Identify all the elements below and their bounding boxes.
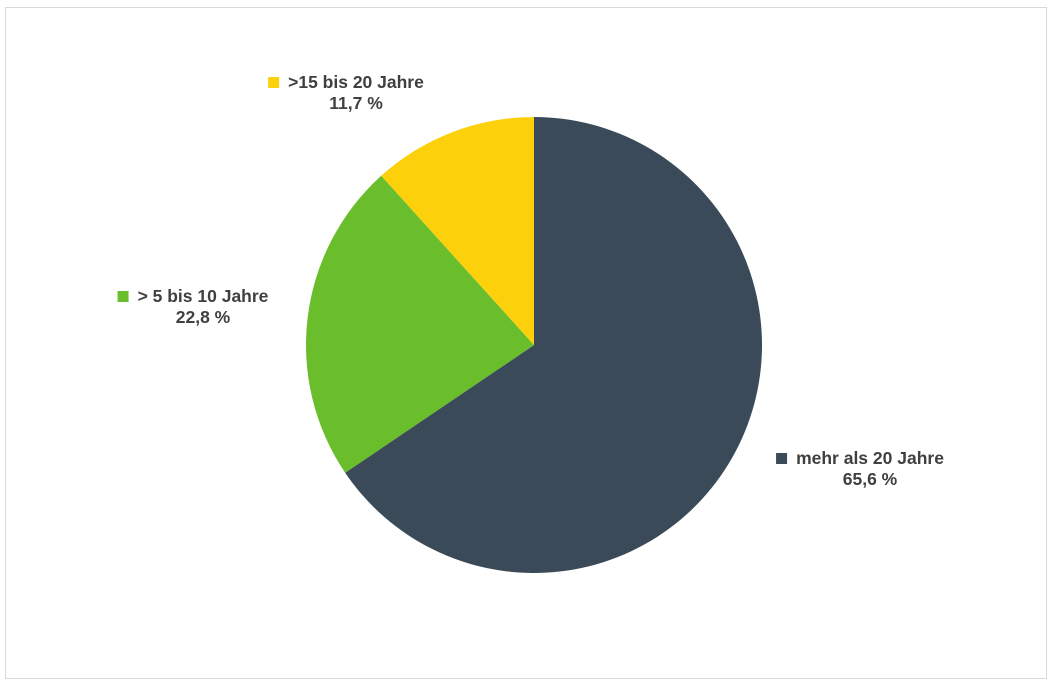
slice-marker-3 <box>268 77 280 88</box>
slice-value-label-2: 22,8 % <box>176 307 231 327</box>
slice-label-3: >15 bis 20 Jahre <box>288 72 424 92</box>
slice-label-1: mehr als 20 Jahre <box>796 448 944 468</box>
pie-slice-1 <box>345 117 763 573</box>
slice-value-label-3: 11,7 % <box>329 93 383 113</box>
slice-label-2: > 5 bis 10 Jahre <box>138 286 269 306</box>
slice-value-label-1: 65,6 % <box>843 469 898 489</box>
pie-slice-3 <box>381 117 534 345</box>
pie-slices <box>306 117 763 573</box>
slice-marker-2 <box>117 291 129 302</box>
slice-marker-1 <box>776 453 788 464</box>
pie-slice-2 <box>306 175 534 473</box>
